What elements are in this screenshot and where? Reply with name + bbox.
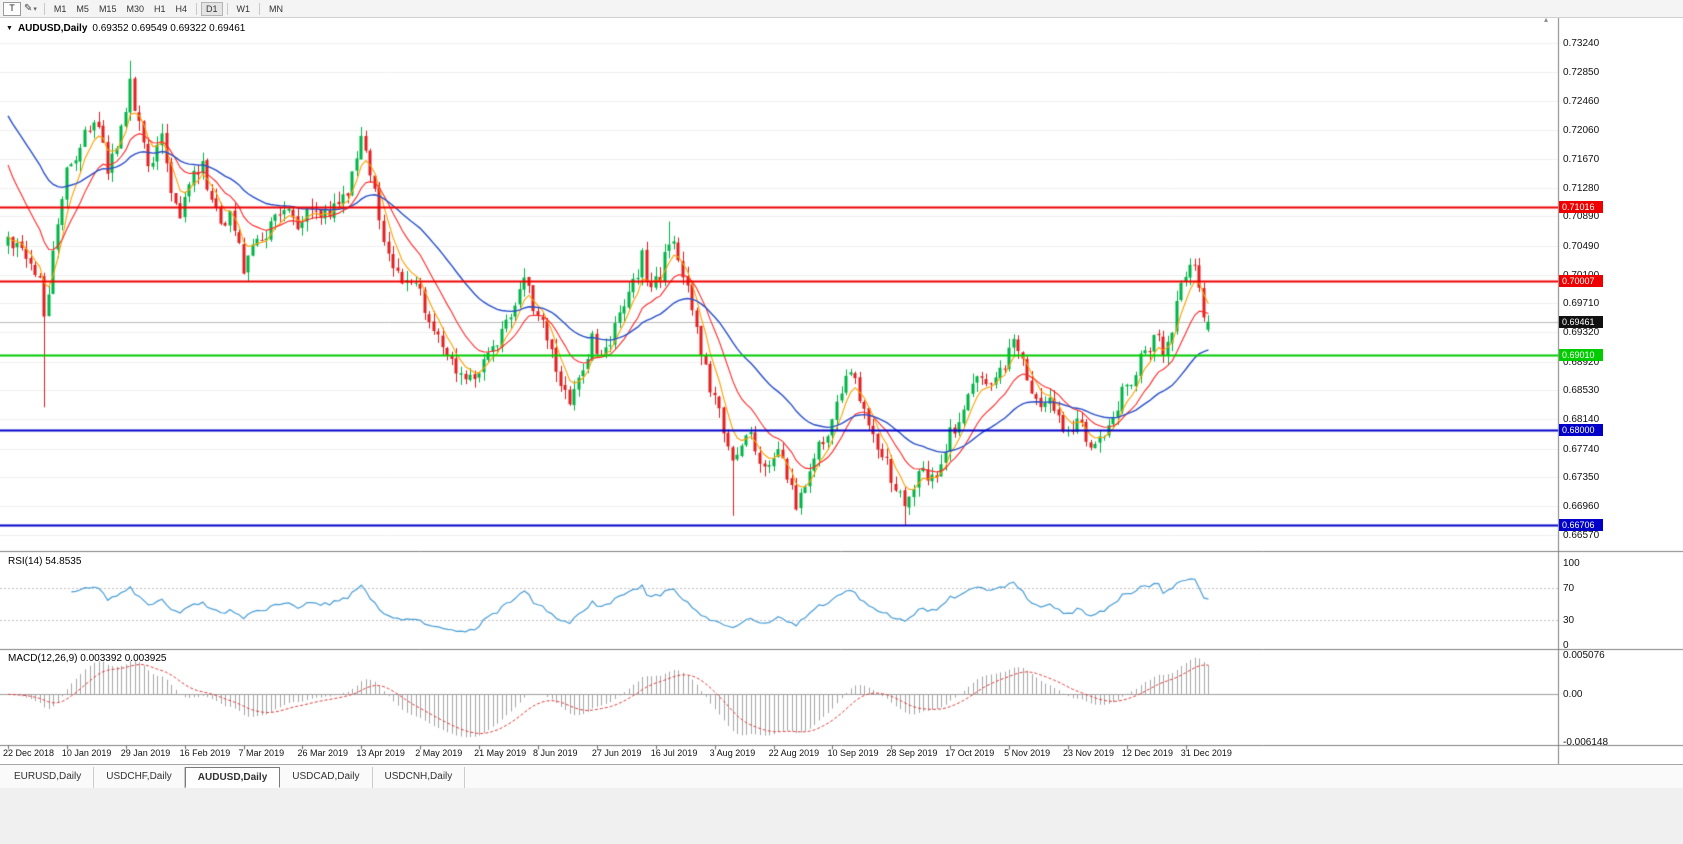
rsi-axis-label: 0	[1563, 640, 1569, 651]
date-axis-label: 5 Nov 2019	[1004, 748, 1051, 758]
timeframe-button-h1[interactable]: H1	[149, 2, 171, 16]
chart-canvas[interactable]	[0, 18, 1683, 764]
rsi-axis-label: 30	[1563, 615, 1575, 627]
price-axis-label: 0.67350	[1563, 472, 1600, 484]
price-axis-label: 0.70490	[1563, 240, 1600, 252]
timeframe-group: M1 M5 M15 M30 H1 H4 D1 W1 MN	[49, 1, 288, 16]
timeframe-button-m15[interactable]: M15	[94, 2, 122, 16]
chart-tab-audusd[interactable]: AUDUSD,Daily	[184, 767, 281, 788]
date-axis-label: 29 Jan 2019	[120, 748, 171, 758]
date-axis-label: 21 May 2019	[474, 748, 527, 758]
macd-axis-label: 0.005076	[1563, 650, 1605, 661]
date-axis-label: 31 Dec 2019	[1180, 748, 1232, 758]
date-axis-label: 23 Nov 2019	[1063, 748, 1115, 758]
chart-title: ▼ AUDUSD,Daily 0.69352 0.69549 0.69322 0…	[6, 23, 245, 34]
price-axis-label: 0.68140	[1563, 414, 1600, 426]
price-axis-label: 0.69320	[1563, 327, 1600, 339]
price-axis-label: 0.67740	[1563, 443, 1600, 455]
date-axis-label: 3 Aug 2019	[709, 748, 756, 758]
chart-tab-usdcad[interactable]: USDCAD,Daily	[280, 767, 373, 788]
chart-symbol-label: AUDUSD,Daily	[17, 23, 88, 34]
price-axis-label: 0.72460	[1563, 95, 1600, 107]
price-axis-label: 0.66570	[1563, 529, 1600, 541]
toolbar-separator	[43, 2, 45, 15]
pencil-icon: ✎	[24, 3, 33, 14]
chart-tab-usdcnh[interactable]: USDCNH,Daily	[373, 767, 466, 788]
toolbar-separator	[196, 2, 197, 15]
price-axis-label: 0.66960	[1563, 501, 1600, 513]
date-axis-label: 17 Oct 2019	[945, 748, 995, 758]
timeframe-button-h4[interactable]: H4	[170, 2, 192, 16]
window-background	[0, 788, 1683, 844]
date-axis-label: 27 Jun 2019	[591, 748, 642, 758]
date-axis-label: 13 Apr 2019	[356, 748, 405, 758]
toolbar-separator	[259, 2, 261, 15]
price-axis-label: 0.68920	[1563, 356, 1600, 368]
date-axis-label: 26 Mar 2019	[297, 748, 348, 758]
timeframe-button-mn[interactable]: MN	[264, 2, 288, 16]
date-axis-label: 8 Jun 2019	[533, 748, 578, 758]
chart-tab-usdchf[interactable]: USDCHF,Daily	[94, 767, 185, 788]
price-axis-label: 0.72850	[1563, 66, 1600, 78]
price-level-badge: 0.68000	[1559, 423, 1603, 436]
price-axis-label: 0.70890	[1563, 211, 1600, 223]
timeframe-button-w1[interactable]: W1	[232, 2, 256, 16]
timeframe-button-m1[interactable]: M1	[49, 2, 72, 16]
date-axis-label: 28 Sep 2019	[886, 748, 938, 758]
chart-tabs-bar: EURUSD,Daily USDCHF,Daily AUDUSD,Daily USDC…	[0, 764, 1683, 788]
date-axis-label: 22 Dec 2018	[3, 748, 55, 758]
price-axis-label: 0.71670	[1563, 153, 1600, 165]
price-level-badge: 0.71016	[1559, 201, 1603, 214]
toolbar: T ✎ ▾ M1 M5 M15 M30 H1 H4 D1 W1 MN	[0, 0, 1683, 18]
price-level-badge: 0.69010	[1559, 349, 1603, 361]
chart-ohlc-values: 0.69352 0.69549 0.69322 0.69461	[92, 23, 246, 34]
date-axis-label: 2 May 2019	[415, 748, 463, 758]
date-axis-label: 10 Jan 2019	[61, 748, 112, 758]
macd-indicator-label: MACD(12,26,9) 0.003392 0.003925	[8, 653, 167, 664]
date-axis-label: 10 Sep 2019	[827, 748, 879, 758]
date-axis-label: 22 Aug 2019	[768, 748, 820, 758]
timeframe-button-m30[interactable]: M30	[121, 2, 149, 16]
timeframe-button-m5[interactable]: M5	[71, 2, 94, 16]
date-axis-label: 12 Dec 2019	[1121, 748, 1173, 758]
price-axis-label: 0.68530	[1563, 385, 1600, 397]
price-level-badge: 0.70007	[1559, 275, 1603, 288]
price-axis-label: 0.69710	[1563, 298, 1600, 310]
rsi-indicator-label: RSI(14) 54.8535	[8, 556, 82, 567]
price-axis-label: 0.70100	[1563, 270, 1599, 281]
price-axis-label: 0.72060	[1563, 125, 1600, 137]
macd-axis-label: -0.006148	[1563, 737, 1609, 748]
price-level-badge: 0.66706	[1559, 518, 1603, 531]
price-axis-label: 0.73240	[1563, 38, 1600, 49]
chevron-down-icon: ▾	[33, 5, 37, 13]
price-axis-label: 0.71280	[1563, 182, 1600, 194]
current-price-badge: 0.69461	[1559, 315, 1603, 328]
timeframe-button-d1[interactable]: D1	[201, 1, 223, 16]
date-axis-label: 7 Mar 2019	[238, 748, 285, 758]
date-axis-label: 16 Feb 2019	[179, 748, 231, 758]
rsi-axis-label: 100	[1563, 558, 1580, 569]
chart-tab-eurusd[interactable]: EURUSD,Daily	[2, 767, 95, 788]
toolbar-separator	[226, 2, 228, 15]
date-axis-label: 16 Jul 2019	[650, 748, 698, 758]
macd-axis-label: 0.00	[1563, 689, 1583, 701]
rsi-axis-label: 70	[1563, 582, 1575, 594]
text-tool-button[interactable]: T	[3, 1, 21, 16]
chart-up-arrow-icon[interactable]: ▴	[1544, 15, 1549, 24]
dropdown-arrow-icon[interactable]: ▼	[6, 25, 13, 32]
drawing-tool-button[interactable]: ✎ ▾	[24, 3, 37, 14]
